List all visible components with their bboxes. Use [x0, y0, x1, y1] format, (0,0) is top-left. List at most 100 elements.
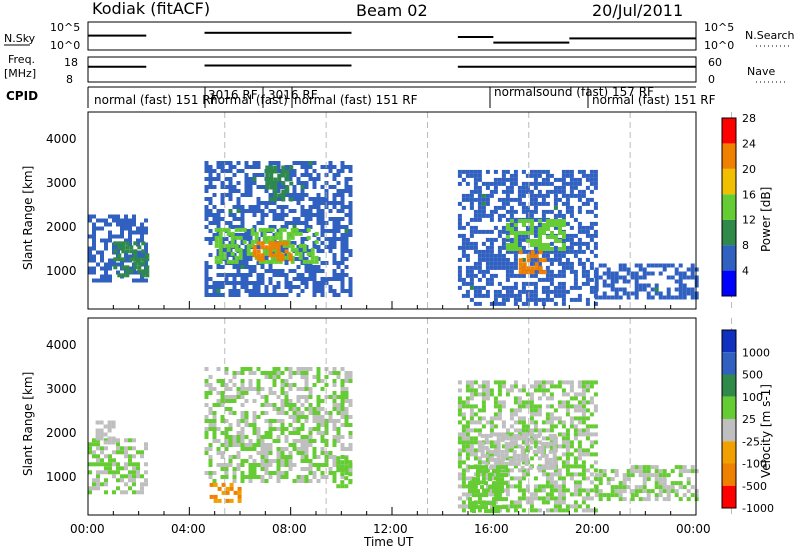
- power-cell: [477, 217, 482, 222]
- velocity-cell: [481, 460, 486, 465]
- power-cell: [308, 205, 313, 209]
- power-cell: [125, 273, 130, 278]
- velocity-cell: [569, 492, 574, 497]
- power-cell: [533, 293, 538, 298]
- power-cell: [265, 169, 270, 174]
- velocity-cell: [284, 447, 289, 451]
- power-cell: [554, 239, 558, 243]
- velocity-cell: [674, 493, 679, 498]
- velocity-cell: [610, 485, 615, 490]
- velocity-cell: [529, 496, 534, 501]
- power-cell: [553, 189, 558, 194]
- power-cell: [630, 291, 635, 296]
- power-cell: [316, 245, 321, 249]
- power-cell: [216, 217, 221, 221]
- power-cell: [144, 242, 148, 247]
- velocity-cell: [348, 415, 353, 419]
- power-cell: [280, 293, 285, 297]
- velocity-cell: [112, 450, 116, 455]
- velocity-cell: [107, 436, 112, 441]
- power-cell: [344, 233, 349, 237]
- power-cell: [561, 285, 566, 290]
- power-cell: [549, 277, 554, 282]
- power-cell: [485, 265, 490, 270]
- velocity-cell: [224, 395, 229, 399]
- velocity-cell: [264, 447, 269, 451]
- power-cell: [581, 169, 586, 174]
- velocity-cell: [284, 367, 289, 371]
- power-cell: [561, 189, 566, 194]
- power-cell: [244, 161, 249, 165]
- velocity-cell: [232, 411, 237, 415]
- power-cell: [469, 269, 474, 274]
- power-cell: [585, 229, 590, 234]
- velocity-cell: [501, 384, 506, 389]
- power-cell: [230, 243, 235, 248]
- velocity-cell: [493, 396, 498, 401]
- power-cell: [557, 177, 562, 182]
- velocity-cell: [521, 384, 526, 389]
- power-cell: [140, 230, 144, 235]
- power-cell: [125, 269, 130, 274]
- power-cell: [238, 227, 243, 232]
- power-cell: [140, 226, 144, 231]
- velocity-cell: [300, 475, 305, 479]
- velocity-cell: [240, 427, 245, 431]
- velocity-cell: [217, 498, 222, 503]
- velocity-cell: [658, 485, 663, 490]
- velocity-cell: [533, 436, 538, 441]
- velocity-cell: [304, 407, 309, 411]
- power-cell: [506, 227, 510, 231]
- velocity-cell: [220, 399, 225, 403]
- velocity-cell: [336, 395, 341, 399]
- power-cell: [296, 181, 301, 185]
- velocity-cell: [248, 439, 253, 443]
- power-cell: [546, 235, 550, 239]
- power-cell: [525, 225, 530, 230]
- strip-trace: [569, 37, 696, 40]
- power-cell: [298, 231, 303, 236]
- power-cell: [288, 257, 293, 262]
- power-cell: [573, 177, 578, 182]
- velocity-cell: [561, 432, 566, 437]
- power-cell: [666, 295, 671, 300]
- power-cell: [558, 223, 562, 227]
- power-cell: [220, 193, 225, 197]
- velocity-cell: [236, 371, 241, 375]
- power-cell: [224, 237, 229, 241]
- power-cell: [268, 269, 273, 273]
- power-cell: [256, 185, 261, 189]
- velocity-cell: [208, 475, 213, 479]
- velocity-cell: [517, 480, 522, 485]
- power-cell: [208, 173, 213, 177]
- power-cell: [328, 185, 333, 189]
- velocity-cell: [264, 431, 269, 435]
- cpid-text: normal (fast) 151 RF: [94, 93, 218, 107]
- power-cell: [461, 177, 466, 182]
- velocity-cell: [537, 456, 542, 461]
- velocity-cell: [565, 408, 570, 413]
- power-cell: [220, 201, 225, 205]
- power-cell: [336, 265, 341, 269]
- velocity-cell: [509, 408, 514, 413]
- velocity-cell: [292, 415, 297, 419]
- power-cell: [521, 185, 526, 190]
- velocity-cell: [220, 443, 225, 447]
- power-cell: [332, 225, 337, 229]
- velocity-cell: [220, 379, 225, 383]
- velocity-cell: [288, 403, 293, 407]
- velocity-cell: [228, 459, 233, 463]
- power-cell: [272, 201, 277, 205]
- velocity-cell: [204, 471, 209, 475]
- velocity-cell: [512, 461, 517, 466]
- velocity-cell: [236, 391, 241, 395]
- power-cell: [562, 223, 566, 227]
- velocity-cell: [549, 508, 554, 513]
- velocity-cell: [545, 396, 550, 401]
- power-cell: [521, 209, 526, 214]
- power-cell: [581, 281, 586, 286]
- power-cell: [252, 265, 257, 269]
- velocity-cell: [264, 451, 269, 455]
- velocity-cell: [553, 424, 558, 429]
- velocity-cell: [92, 482, 96, 487]
